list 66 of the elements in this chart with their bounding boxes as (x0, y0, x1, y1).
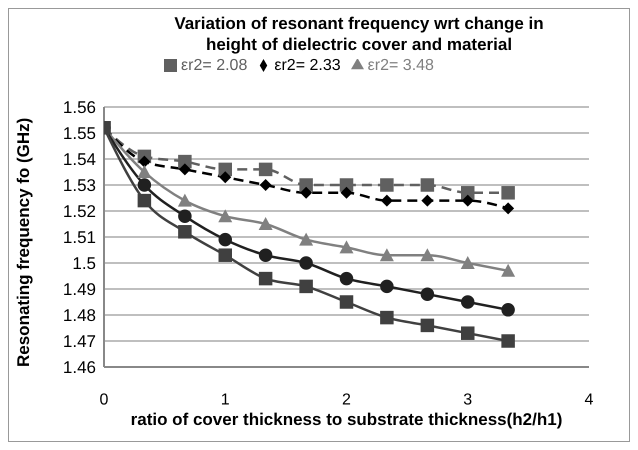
y-tick-label: 1.56 (62, 98, 96, 118)
y-tick-label: 1.46 (62, 358, 96, 378)
point (340, 240, 354, 254)
point (258, 217, 273, 230)
point (340, 295, 354, 309)
point (219, 171, 232, 184)
point (461, 326, 474, 340)
point (380, 194, 393, 207)
point (380, 310, 394, 324)
point (138, 156, 150, 168)
point (340, 272, 354, 286)
y-tick-label: 1.55 (62, 124, 96, 144)
point (462, 194, 474, 207)
point (178, 194, 192, 207)
point (137, 165, 152, 178)
point (421, 194, 434, 207)
point (420, 318, 434, 332)
legend-label: εr2= 2.33 (274, 57, 341, 74)
point (420, 248, 434, 262)
point (460, 256, 475, 269)
y-tick-label: 1.54 (62, 150, 96, 170)
point (420, 178, 434, 192)
point (178, 163, 191, 176)
point (299, 232, 314, 246)
x-tick-label: 4 (584, 391, 594, 408)
point (258, 162, 272, 176)
point (380, 178, 394, 192)
x-tick-label: 3 (463, 391, 472, 408)
point (501, 334, 515, 348)
legend-label: εr2= 3.48 (368, 57, 434, 74)
y-tick-label: 1.52 (62, 202, 96, 222)
point (501, 186, 515, 200)
point (258, 248, 272, 262)
point (380, 248, 394, 262)
y-tick-label: 1.47 (62, 332, 96, 352)
point (300, 186, 312, 199)
x-axis-title: ratio of cover thickness to substrate thickness(h2/h1) (130, 410, 562, 429)
point (218, 232, 232, 246)
point (138, 194, 152, 208)
legend-label: εr2= 2.08 (181, 57, 248, 74)
point (501, 264, 516, 277)
point (260, 179, 272, 191)
point (178, 209, 192, 223)
x-tick-label: 0 (100, 391, 109, 408)
point (461, 295, 474, 309)
y-tick-label: 1.48 (62, 306, 96, 326)
point (299, 256, 313, 270)
point (258, 272, 272, 286)
point (138, 178, 152, 192)
x-tick-label: 2 (342, 391, 352, 408)
point (299, 280, 313, 294)
y-tick-label: 1.5 (72, 254, 96, 274)
y-tick-label: 1.51 (62, 228, 96, 248)
y-tick-label: 1.49 (62, 280, 96, 300)
y-tick-label: 1.53 (62, 176, 96, 196)
chart-title: Variation of resonant frequency wrt change in height of dielectric cover and material (173, 13, 545, 55)
x-tick-label: 1 (220, 391, 230, 408)
point (218, 209, 232, 222)
point (502, 202, 514, 214)
point (178, 225, 192, 239)
y-axis-title: Resonating frequency fo (GHz) (14, 118, 34, 367)
point (420, 287, 434, 301)
point (218, 248, 232, 262)
point (380, 280, 394, 294)
point (340, 186, 352, 199)
point (501, 303, 515, 317)
